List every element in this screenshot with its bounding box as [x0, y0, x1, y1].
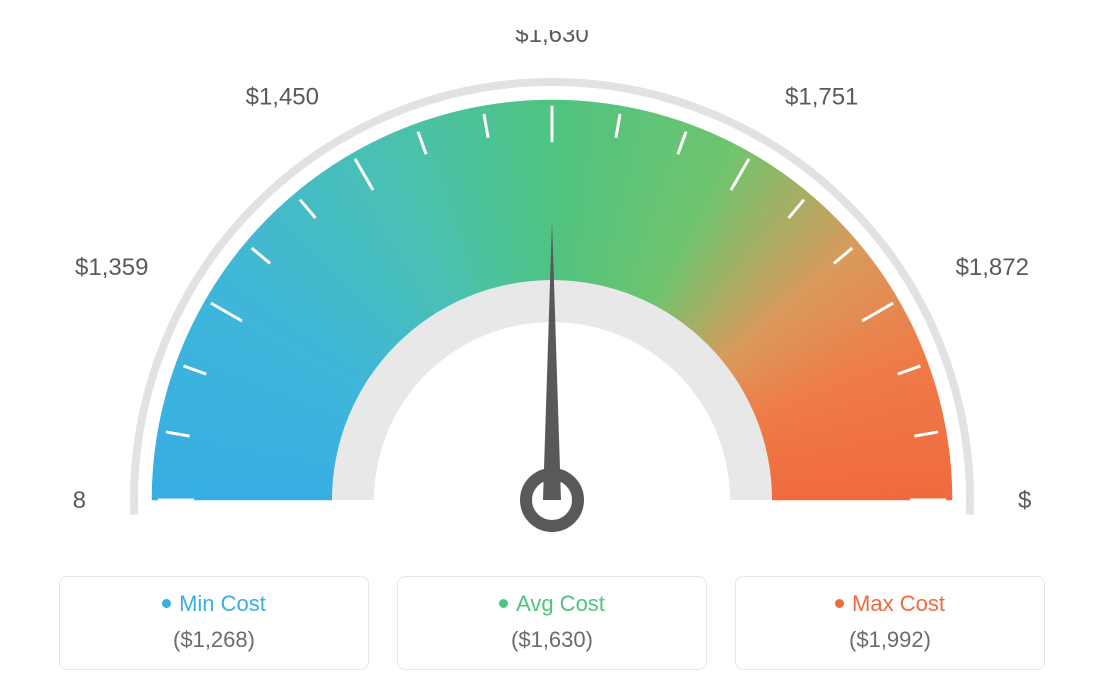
legend-card-max: Max Cost ($1,992)	[735, 576, 1045, 670]
legend-title-max: Max Cost	[746, 591, 1034, 617]
dot-avg	[499, 599, 508, 608]
dot-max	[835, 599, 844, 608]
legend-card-min: Min Cost ($1,268)	[59, 576, 369, 670]
dot-min	[162, 599, 171, 608]
chart-container: $1,268 $1,359 $1,450 $1,630 $1,751 $1,872 $1,9…	[0, 0, 1104, 690]
legend-label-avg: Avg Cost	[516, 591, 605, 616]
legend-label-max: Max Cost	[852, 591, 945, 616]
legend-card-avg: Avg Cost ($1,630)	[397, 576, 707, 670]
tick-label: $1,359	[75, 254, 148, 281]
tick-label: $1,872	[956, 254, 1029, 281]
tick-label: $1,450	[246, 83, 319, 110]
gauge-svg: $1,268 $1,359 $1,450 $1,630 $1,751 $1,872 $1,9…	[72, 30, 1032, 570]
legend-value-min: ($1,268)	[70, 627, 358, 653]
tick-label: $1,268	[72, 487, 86, 514]
legend-label-min: Min Cost	[179, 591, 266, 616]
legend-title-avg: Avg Cost	[408, 591, 696, 617]
gauge-area: $1,268 $1,359 $1,450 $1,630 $1,751 $1,872 $1,9…	[0, 0, 1104, 560]
tick-label: $1,992	[1018, 487, 1032, 514]
legend-value-max: ($1,992)	[746, 627, 1034, 653]
tick-label: $1,751	[785, 83, 858, 110]
legend-title-min: Min Cost	[70, 591, 358, 617]
legend-value-avg: ($1,630)	[408, 627, 696, 653]
tick-label: $1,630	[515, 30, 588, 48]
legend-row: Min Cost ($1,268) Avg Cost ($1,630) Max …	[0, 576, 1104, 670]
